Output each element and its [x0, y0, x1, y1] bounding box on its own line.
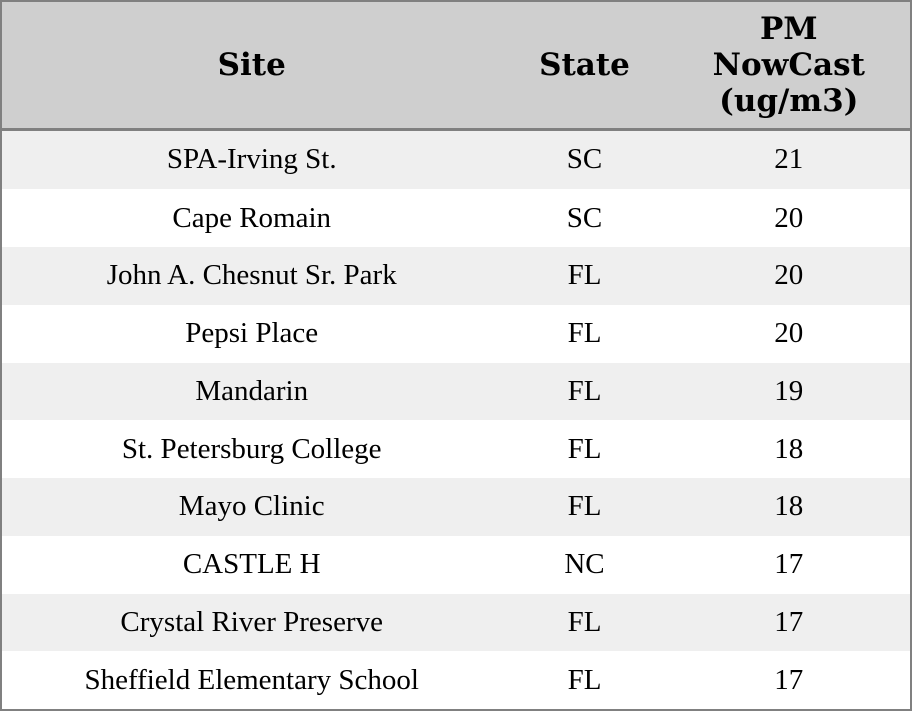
cell-pm: 18: [774, 432, 804, 465]
table-row: Mandarin FL 19: [2, 362, 910, 421]
table-row: St. Petersburg College FL 18: [2, 420, 910, 479]
table-row: Crystal River Preserve FL 17: [2, 593, 910, 652]
column-header-state: State: [501, 2, 668, 131]
cell-state: FL: [567, 605, 602, 638]
cell-site: SPA-Irving St.: [166, 143, 337, 176]
cell-state: FL: [567, 317, 602, 350]
cell-site: John A. Chesnut Sr. Park: [106, 259, 397, 292]
cell-pm: 17: [774, 605, 804, 638]
cell-state: FL: [567, 259, 602, 292]
cell-site: Mandarin: [195, 374, 309, 407]
table-row: SPA-Irving St. SC 21: [2, 129, 910, 190]
cell-pm: 18: [774, 490, 804, 523]
table-row: Sheffield Elementary School FL 17: [2, 651, 910, 709]
cell-state: SC: [566, 143, 603, 176]
cell-state: FL: [567, 432, 602, 465]
header-row: Site State PM NowCast (ug/m3): [2, 2, 910, 131]
table-row: Mayo Clinic FL 18: [2, 478, 910, 536]
table-row: John A. Chesnut Sr. Park FL 20: [2, 247, 910, 305]
cell-site: Mayo Clinic: [178, 490, 325, 523]
table-row: Pepsi Place FL 20: [2, 304, 910, 363]
cell-site: Cape Romain: [172, 201, 332, 234]
cell-pm: 20: [774, 317, 804, 350]
cell-site: Pepsi Place: [185, 317, 319, 350]
cell-state: SC: [566, 201, 603, 234]
cell-pm: 21: [774, 143, 804, 176]
cell-pm: 17: [774, 663, 804, 696]
column-header-site: Site: [2, 2, 502, 131]
column-header-pm-nowcast: PM NowCast (ug/m3): [667, 2, 910, 131]
cell-pm: 20: [774, 201, 804, 234]
cell-site: Sheffield Elementary School: [84, 663, 419, 696]
cell-site: St. Petersburg College: [121, 432, 382, 465]
table-body: SPA-Irving St. SC 21 Cape Romain SC 20 J…: [2, 129, 910, 709]
cell-pm: 17: [774, 548, 804, 581]
cell-state: FL: [567, 490, 602, 523]
cell-pm: 19: [774, 374, 804, 407]
cell-site: CASTLE H: [182, 548, 321, 581]
cell-state: NC: [564, 548, 605, 581]
cell-state: FL: [567, 663, 602, 696]
cell-site: Crystal River Preserve: [120, 605, 383, 638]
cell-pm: 20: [774, 259, 804, 292]
table-header: Site State PM NowCast (ug/m3): [2, 2, 910, 131]
cell-state: FL: [567, 374, 602, 407]
table-row: CASTLE H NC 17: [2, 535, 910, 594]
table-row: Cape Romain SC 20: [2, 189, 910, 248]
